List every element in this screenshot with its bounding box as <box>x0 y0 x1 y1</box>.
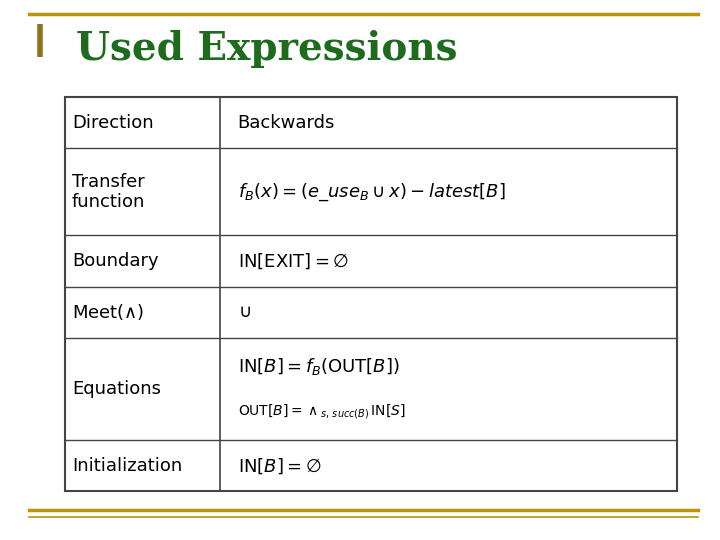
Text: Initialization: Initialization <box>72 457 182 475</box>
Text: Direction: Direction <box>72 114 153 132</box>
Text: Backwards: Backwards <box>238 114 335 132</box>
Text: Transfer
function: Transfer function <box>72 172 145 211</box>
Text: Meet($\wedge$): Meet($\wedge$) <box>72 302 145 322</box>
Text: Used Expressions: Used Expressions <box>76 30 457 68</box>
Text: $f_B(x) = (e\_use_B \cup x) - latest[B]$: $f_B(x) = (e\_use_B \cup x) - latest[B]$ <box>238 181 505 202</box>
Text: Equations: Equations <box>72 380 161 398</box>
Text: $\mathrm{IN[EXIT]} = \varnothing$: $\mathrm{IN[EXIT]} = \varnothing$ <box>238 251 349 271</box>
Text: $\cup$: $\cup$ <box>238 303 251 321</box>
Bar <box>65 97 677 491</box>
Text: Boundary: Boundary <box>72 252 158 270</box>
Text: $\mathrm{OUT}[B] = \wedge_{s,\,succ(B)}\, \mathrm{IN}[S]$: $\mathrm{OUT}[B] = \wedge_{s,\,succ(B)}\… <box>238 402 405 421</box>
Text: $\mathrm{IN}[B] = f_B(\mathrm{OUT}[B])$: $\mathrm{IN}[B] = f_B(\mathrm{OUT}[B])$ <box>238 356 399 377</box>
Text: $\mathrm{IN}[B] = \varnothing$: $\mathrm{IN}[B] = \varnothing$ <box>238 456 321 476</box>
